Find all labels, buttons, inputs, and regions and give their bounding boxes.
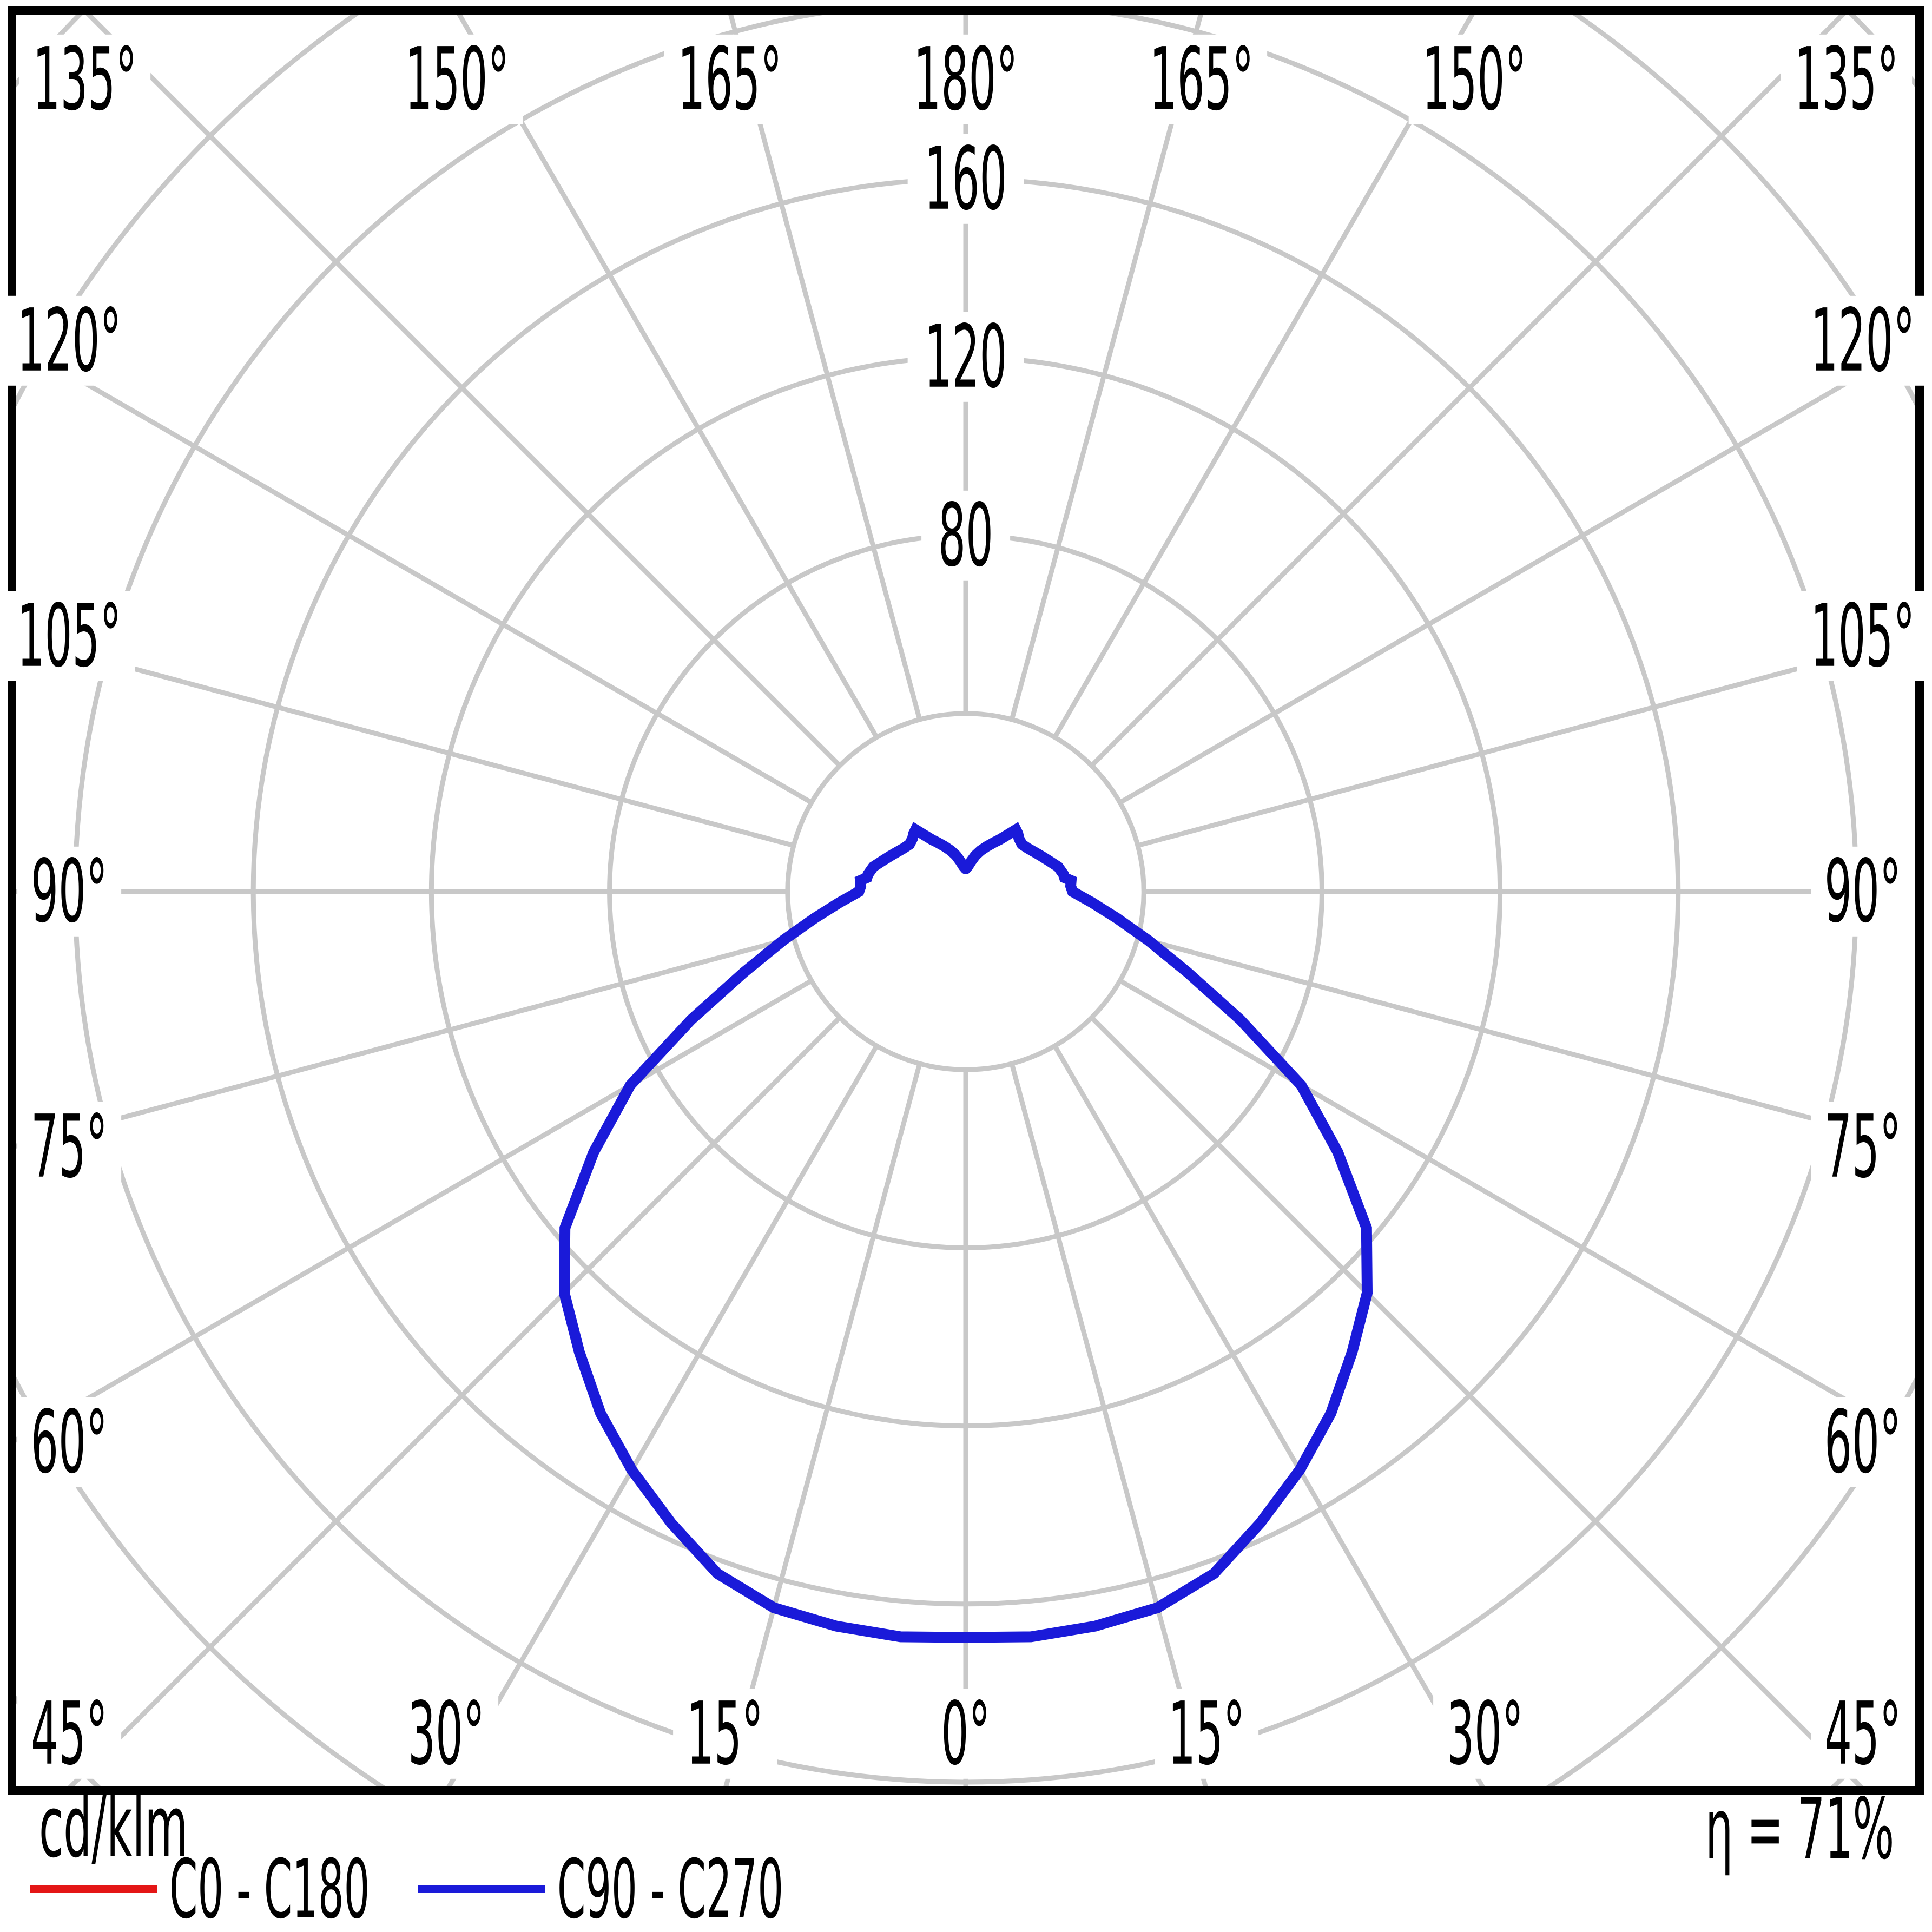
legend-label-c90-c270: C90 - C270 xyxy=(557,1843,784,1932)
angle-label-75-left: 75° xyxy=(17,1102,121,1192)
grid-ring xyxy=(785,711,1146,1072)
ring-label-120: 120 xyxy=(907,312,1024,403)
grid-spoke xyxy=(1009,1063,1209,1791)
grid-spoke xyxy=(454,11,879,739)
legend-label-c0-c180: C0 - C180 xyxy=(169,1843,370,1932)
angle-label-165-right: 165° xyxy=(1136,34,1268,125)
angle-label-0-right: 0° xyxy=(927,1689,1004,1779)
angle-label-120-right: 120° xyxy=(1797,295,1929,386)
grid-spoke xyxy=(12,633,795,848)
angle-label-105-left: 105° xyxy=(3,591,135,682)
angle-label-135-right: 135° xyxy=(1781,34,1913,125)
angle-label-45-right: 45° xyxy=(1811,1689,1915,1779)
ring-label-160: 160 xyxy=(907,134,1024,225)
grid-spoke xyxy=(1118,978,1920,1446)
angle-label-165-left: 165° xyxy=(664,34,796,125)
grid-spoke xyxy=(1118,338,1920,805)
efficiency-label: η = 71% xyxy=(1705,1780,1894,1878)
grid-spoke xyxy=(12,338,813,805)
angle-label-150-left: 150° xyxy=(391,34,523,125)
plot-border xyxy=(8,6,1924,1795)
angle-label-120-left: 120° xyxy=(3,295,135,386)
grid-spoke xyxy=(1009,11,1204,721)
angle-label-15-right: 15° xyxy=(1155,1689,1258,1779)
ring-label-80: 80 xyxy=(921,490,1010,581)
legend-swatch-c90-c270 xyxy=(418,1885,545,1893)
unit-label: cd/klm xyxy=(39,1777,188,1877)
angle-label-90-right: 90° xyxy=(1811,846,1915,937)
grid-spoke xyxy=(727,11,922,721)
angle-label-60-right: 60° xyxy=(1811,1397,1915,1488)
angle-label-15-left: 15° xyxy=(673,1689,777,1779)
angle-label-135-left: 135° xyxy=(19,34,151,125)
angle-label-90-left: 90° xyxy=(17,846,121,937)
grid-spoke xyxy=(12,935,795,1150)
legend-swatch-c0-c180 xyxy=(30,1885,157,1893)
grid-spoke xyxy=(1052,1044,1488,1791)
angle-label-30-right: 30° xyxy=(1433,1689,1537,1779)
angle-label-60-left: 60° xyxy=(17,1397,121,1488)
angle-label-75-right: 75° xyxy=(1811,1102,1915,1192)
grid-spoke xyxy=(722,1063,922,1791)
angle-label-150-right: 150° xyxy=(1408,34,1540,125)
angle-label-180-right: 180° xyxy=(900,34,1032,125)
angle-label-30-left: 30° xyxy=(394,1689,498,1779)
grid-spoke xyxy=(444,1044,879,1791)
grid-spoke xyxy=(1052,11,1478,739)
angle-label-105-right: 105° xyxy=(1797,591,1929,682)
grid-spoke xyxy=(1137,633,1920,848)
grid-spoke xyxy=(1137,935,1920,1150)
grid-spoke xyxy=(12,978,813,1446)
angle-label-45-left: 45° xyxy=(17,1689,121,1779)
intensity-curve-c90-c270 xyxy=(558,822,1373,1643)
